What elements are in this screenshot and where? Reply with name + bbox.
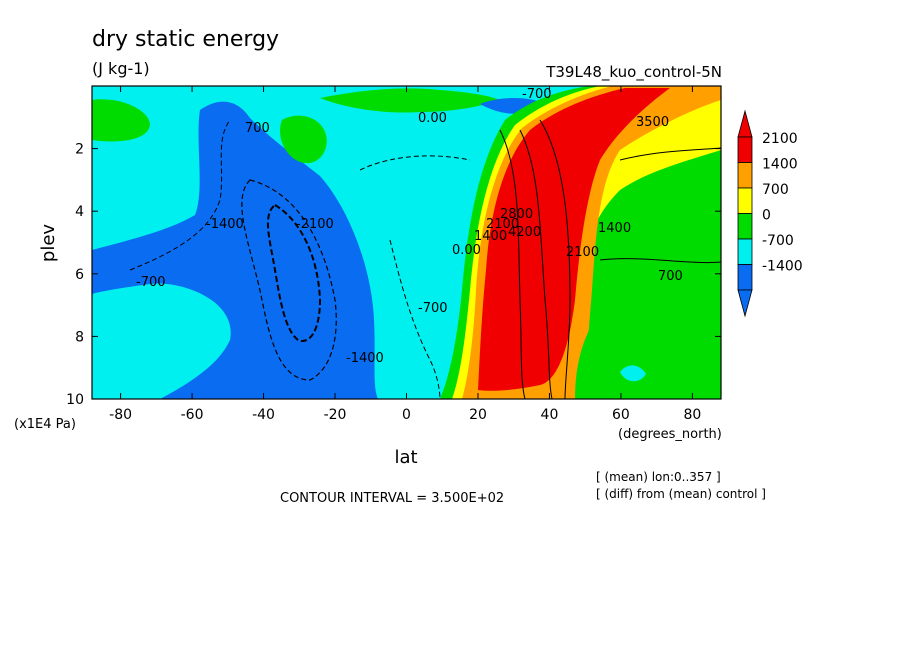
note-mean-lon: [ (mean) lon:0..357 ] [596,470,721,484]
contour-neg-700c [359,155,471,171]
contour-label: -1400 [206,217,244,232]
colorbar-swatch [737,136,753,163]
contour-label: 700 [658,269,683,284]
chart-units: (J kg-1) [92,59,150,78]
colorbar-swatch [737,213,753,240]
region-north-red [478,88,670,391]
contour-field: 700 0.00 -700 -1400 -2100 -1400 -700 -70… [92,86,721,399]
y-tick-label: 10 [66,392,84,408]
colorbar-swatch [737,238,753,265]
colorbar: 2100 1400 700 0 -700 -1400 [737,109,803,318]
y-units-label: (x1E4 Pa) [14,417,76,432]
contour-label: 3500 [636,115,669,130]
colorbar-swatch [737,264,753,291]
contour-pos-d [619,147,721,161]
chart-title: dry static energy [92,27,279,52]
region-upper-equatorial-positive [320,88,500,113]
x-tick-label: -60 [181,407,204,423]
contour-pos-b [519,129,553,399]
contour-label: 0.00 [418,111,447,126]
y-tick-label: 2 [75,142,84,158]
colorbar-label: 2100 [762,131,798,147]
contour-label: -1400 [346,351,384,366]
contour-label: 4200 [508,225,541,240]
region-upper-south-positive [280,115,327,164]
colorbar-swatch [737,162,753,189]
y-tick-label: 6 [75,267,84,283]
contour-neg-1400 [241,179,337,381]
colorbar-label: 700 [762,182,789,198]
y-tick-label: 8 [75,329,84,345]
run-label: T39L48_kuo_control-5N [545,63,722,82]
x-tick-label: -40 [252,407,275,423]
contour-label: 2800 [500,207,533,222]
x-tick-label: 40 [541,407,559,423]
contour-label: 2100 [486,217,519,232]
x-axis: -80 -60 -40 -20 0 20 40 60 80 [109,86,701,423]
contour-label: 1400 [474,229,507,244]
x-tick-label: 0 [402,407,411,423]
contour-pos-c [539,119,571,399]
contour-interval-text: CONTOUR INTERVAL = 3.500E+02 [280,491,504,506]
note-diff-control: [ (diff) from (mean) control ] [596,487,766,501]
y-tick-label: 4 [75,204,84,220]
colorbar-top-arrow [737,109,753,138]
region-upper-left-positive [92,99,150,142]
contour-pos-e [599,258,721,264]
colorbar-label: -1400 [762,259,803,275]
colorbar-bottom-arrow [737,289,753,318]
y-axis-label: plev [38,224,59,263]
y-axis: 2 4 6 8 10 [66,142,721,408]
contour-label: 700 [245,121,270,136]
colorbar-label: 0 [762,208,771,224]
contour-neg-2100 [267,203,322,342]
x-units-label: (degrees_north) [618,427,722,442]
x-tick-label: 20 [469,407,487,423]
colorbar-label: -700 [762,233,794,249]
region-north-lower-green [575,271,721,399]
x-tick-label: 80 [683,407,701,423]
contour-label: -700 [136,275,166,290]
contour-label: -700 [418,301,448,316]
x-axis-label: lat [394,447,417,468]
contour-label: -2100 [296,217,334,232]
region-small-cyan-island [620,365,646,382]
x-tick-label: -20 [324,407,347,423]
contour-label: 1400 [598,221,631,236]
contour-pos-a [499,129,526,399]
region-negative-lobe [92,101,378,399]
contour-label: 0.00 [452,243,481,258]
contour-label: -700 [522,87,552,102]
contour-neg-700a [129,119,231,271]
contour-label: 2100 [566,245,599,260]
colorbar-label: 1400 [762,157,798,173]
colorbar-swatch [737,187,753,214]
x-tick-label: 60 [612,407,630,423]
contour-neg-700b [389,239,441,399]
x-tick-label: -80 [109,407,132,423]
